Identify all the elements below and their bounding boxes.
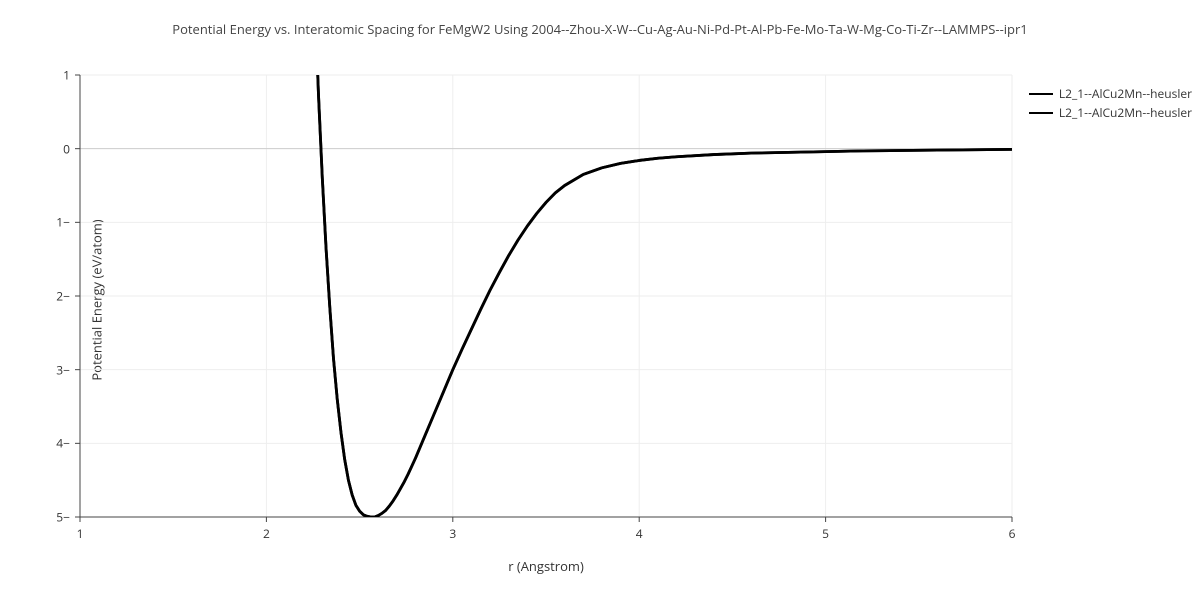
legend-swatch bbox=[1029, 112, 1053, 114]
series-line-0 bbox=[304, 0, 1012, 517]
x-tick-label: 2 bbox=[263, 525, 270, 542]
legend-label: L2_1--AlCu2Mn--heusler bbox=[1059, 85, 1192, 102]
x-tick-label: 4 bbox=[636, 525, 643, 542]
legend-label: L2_1--AlCu2Mn--heusler bbox=[1059, 104, 1192, 121]
x-tick-label: 3 bbox=[449, 525, 456, 542]
legend-swatch bbox=[1029, 93, 1053, 95]
x-tick-label: 1 bbox=[77, 525, 84, 542]
legend-item[interactable]: L2_1--AlCu2Mn--heusler bbox=[1029, 85, 1192, 102]
chart-container: Potential Energy vs. Interatomic Spacing… bbox=[0, 0, 1200, 600]
plot-svg bbox=[0, 0, 1200, 600]
series-line-1 bbox=[304, 0, 1012, 517]
x-tick-label: 5 bbox=[822, 525, 829, 542]
legend-item[interactable]: L2_1--AlCu2Mn--heusler bbox=[1029, 104, 1192, 121]
legend: L2_1--AlCu2Mn--heusler L2_1--AlCu2Mn--heu… bbox=[1029, 85, 1192, 123]
x-tick-label: 6 bbox=[1009, 525, 1016, 542]
